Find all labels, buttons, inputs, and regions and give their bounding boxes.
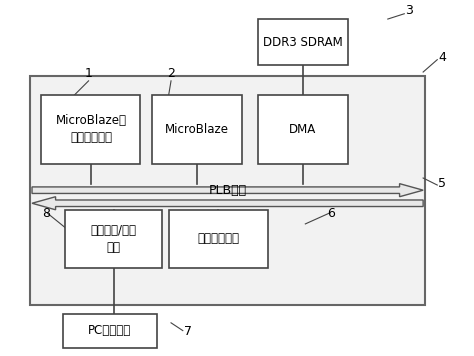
Polygon shape [32,197,423,210]
Bar [63,314,157,347]
Bar [258,95,348,164]
Text: DMA: DMA [289,123,317,136]
Text: 4: 4 [438,51,446,64]
Text: PLB总线: PLB总线 [209,184,246,197]
Bar [65,210,162,268]
Bar [30,75,426,305]
Text: 6: 6 [328,207,335,220]
Text: 8: 8 [42,207,50,220]
Bar [169,210,268,268]
Polygon shape [32,184,423,197]
Text: 3: 3 [405,4,413,17]
Bar [258,19,348,65]
Text: MicroBlaze: MicroBlaze [165,123,229,136]
Text: 5: 5 [438,177,446,190]
Bar [41,95,140,164]
Text: 1: 1 [85,67,92,80]
Bar [152,95,242,164]
Text: 7: 7 [183,325,191,338]
Text: 数据输入/输出
模块: 数据输入/输出 模块 [91,224,137,254]
Text: PC端上位机: PC端上位机 [88,324,131,337]
Text: MicroBlaze程
序、数据存储: MicroBlaze程 序、数据存储 [55,114,127,145]
Text: DDR3 SDRAM: DDR3 SDRAM [263,36,343,48]
Text: 2: 2 [167,67,175,80]
Text: 特征提取模块: 特征提取模块 [197,232,239,245]
